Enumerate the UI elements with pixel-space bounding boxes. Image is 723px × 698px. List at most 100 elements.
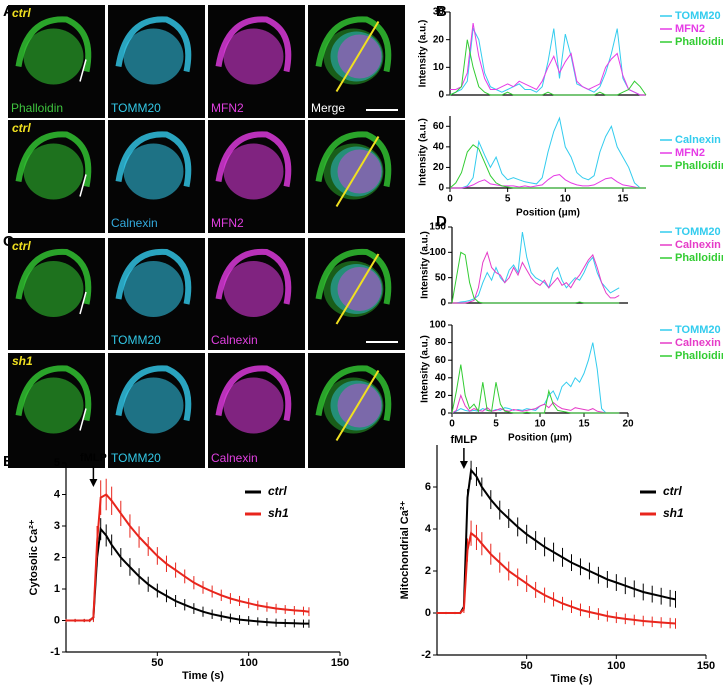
panel-label: B bbox=[436, 3, 447, 20]
cell-edge bbox=[215, 131, 292, 188]
condition-label: ctrl bbox=[12, 239, 31, 253]
cell-signal bbox=[323, 261, 384, 317]
cell-edge bbox=[15, 248, 92, 305]
y-tick-label: 0 bbox=[438, 90, 444, 101]
legend-label: Calnexin bbox=[675, 239, 721, 251]
cell-edge bbox=[215, 248, 292, 305]
x-tick-label: 5 bbox=[493, 419, 499, 430]
y-tick-label: 0 bbox=[438, 183, 444, 194]
y-tick-label: 6 bbox=[425, 481, 431, 493]
y-tick-label: 60 bbox=[435, 355, 447, 366]
annotation-arrowhead bbox=[459, 461, 468, 469]
legend-label: sh1 bbox=[663, 506, 684, 520]
y-tick-label: 40 bbox=[435, 372, 447, 383]
legend-label: ctrl bbox=[663, 484, 682, 498]
cell-edge bbox=[15, 16, 92, 73]
x-tick-label: 10 bbox=[534, 419, 546, 430]
channel-label: MFN2 bbox=[211, 216, 244, 230]
x-tick-label: 0 bbox=[449, 419, 455, 430]
x-axis-label: Time (s) bbox=[182, 670, 224, 682]
legend-label: Phalloidin bbox=[675, 350, 723, 362]
cell-edge bbox=[15, 365, 92, 422]
profile-line bbox=[335, 253, 380, 325]
y-tick-label: 80 bbox=[435, 337, 447, 348]
channel-label: Calnexin bbox=[211, 451, 258, 465]
x-tick-label: 50 bbox=[151, 657, 163, 669]
cell-edge bbox=[215, 16, 292, 73]
y-tick-label: 3 bbox=[54, 520, 60, 532]
channel-label: TOMM20 bbox=[111, 333, 161, 347]
y-tick-label: -1 bbox=[50, 646, 60, 658]
x-tick-label: 5 bbox=[505, 194, 511, 205]
y-tick-label: 4 bbox=[425, 523, 432, 535]
cell-signal bbox=[123, 377, 184, 434]
y-axis-label: Intensity (a.u.) bbox=[420, 335, 431, 403]
y-axis-label: Mitochondrial Ca²⁺ bbox=[399, 500, 411, 599]
legend-label: TOMM20 bbox=[675, 226, 721, 238]
data-line bbox=[451, 342, 620, 414]
x-tick-label: 50 bbox=[521, 660, 533, 672]
x-tick-label: 20 bbox=[622, 419, 634, 430]
cell-signal bbox=[23, 28, 84, 85]
profile-line bbox=[335, 20, 380, 93]
cell-edge bbox=[115, 365, 192, 422]
panel-label: D bbox=[436, 213, 447, 230]
y-tick-label: 10 bbox=[433, 62, 445, 73]
y-tick-label: 100 bbox=[429, 320, 446, 331]
legend-label: Phalloidin bbox=[675, 252, 723, 264]
cell-signal bbox=[223, 143, 284, 200]
y-tick-label: 20 bbox=[433, 34, 445, 45]
cell-edge bbox=[315, 131, 392, 188]
channel-label: Calnexin bbox=[211, 333, 258, 347]
y-tick-label: 2 bbox=[54, 551, 60, 563]
x-tick-label: 0 bbox=[447, 194, 453, 205]
channel-label: Merge bbox=[311, 101, 345, 115]
y-tick-label: 2 bbox=[425, 565, 431, 577]
data-line bbox=[449, 39, 647, 96]
cell-edge bbox=[315, 16, 392, 73]
data-line bbox=[451, 364, 620, 414]
y-tick-label: 30 bbox=[433, 7, 445, 18]
cell-signal bbox=[123, 261, 184, 317]
x-tick-label: 15 bbox=[578, 419, 590, 430]
y-axis-label: Intensity (a.u.) bbox=[418, 118, 429, 186]
x-axis-label: Position (μm) bbox=[516, 208, 580, 219]
legend-label: TOMM20 bbox=[675, 10, 721, 22]
cell-signal bbox=[123, 143, 184, 200]
cell-signal bbox=[337, 267, 382, 311]
x-tick-label: 100 bbox=[239, 657, 257, 669]
y-tick-label: 60 bbox=[433, 121, 445, 132]
legend-label: MFN2 bbox=[675, 147, 705, 159]
y-tick-label: 1 bbox=[54, 583, 60, 595]
data-line bbox=[451, 393, 620, 414]
cell-signal bbox=[23, 377, 84, 434]
cell-signal bbox=[323, 377, 384, 434]
x-axis-label: Position (μm) bbox=[508, 433, 572, 444]
legend-label: Phalloidin bbox=[675, 160, 723, 172]
arrow bbox=[79, 291, 87, 315]
y-tick-label: 40 bbox=[433, 141, 445, 152]
data-line bbox=[451, 251, 620, 304]
cell-signal bbox=[23, 143, 84, 200]
legend-label: ctrl bbox=[268, 484, 287, 498]
cell-signal bbox=[123, 28, 184, 85]
y-tick-label: 20 bbox=[435, 390, 447, 401]
y-tick-label: 5 bbox=[54, 457, 60, 469]
cell-signal bbox=[223, 28, 284, 85]
cell-signal bbox=[323, 143, 384, 200]
cell-signal bbox=[23, 261, 84, 317]
y-tick-label: 0 bbox=[54, 614, 60, 626]
y-axis-label: Intensity (a.u.) bbox=[420, 231, 431, 299]
cell-edge bbox=[115, 248, 192, 305]
condition-label: ctrl bbox=[12, 6, 31, 20]
x-tick-label: 10 bbox=[560, 194, 572, 205]
y-tick-label: 100 bbox=[429, 247, 446, 258]
cell-signal bbox=[223, 261, 284, 317]
condition-label: ctrl bbox=[12, 121, 31, 135]
data-line bbox=[449, 144, 646, 189]
x-tick-label: 150 bbox=[697, 660, 715, 672]
data-line bbox=[437, 531, 676, 625]
cell-signal bbox=[323, 28, 384, 85]
data-line bbox=[452, 250, 620, 304]
cell-signal bbox=[337, 149, 382, 194]
